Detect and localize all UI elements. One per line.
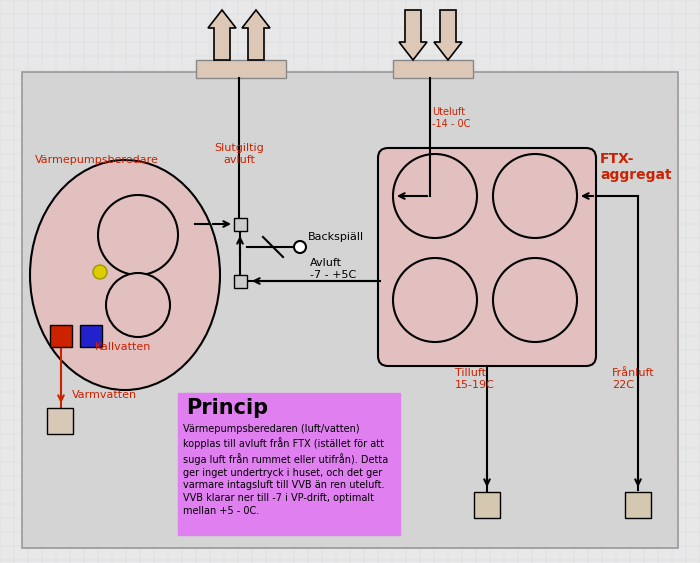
Text: Frånluft
22C: Frånluft 22C [612,368,654,390]
Bar [80,325,102,347]
Circle shape [493,154,577,238]
Bar [234,275,247,288]
Bar [50,325,72,347]
Circle shape [106,273,170,337]
Bar [234,218,247,231]
Circle shape [393,154,477,238]
Text: FTX-
aggregat: FTX- aggregat [600,152,671,182]
Text: Värmepumpsberedaren (luft/vatten)
kopplas till avluft från FTX (istället för att: Värmepumpsberedaren (luft/vatten) koppla… [183,424,389,516]
Polygon shape [399,10,427,60]
Text: Slutgiltig
avluft: Slutgiltig avluft [214,143,264,164]
Polygon shape [242,10,270,60]
Circle shape [493,258,577,342]
Bar [625,492,651,518]
Text: Kallvatten: Kallvatten [95,342,151,352]
Circle shape [93,265,107,279]
Bar [47,408,73,434]
Polygon shape [434,10,462,60]
Circle shape [294,241,306,253]
Bar [474,492,500,518]
Bar [22,72,678,548]
FancyBboxPatch shape [378,148,596,366]
Text: Värmepumpsberedare: Värmepumpsberedare [35,155,159,165]
Bar [178,393,400,535]
Text: Backspiäll: Backspiäll [308,232,364,242]
Text: Varmvatten: Varmvatten [72,390,137,400]
Bar [196,60,286,78]
Text: Tilluft
15-19C: Tilluft 15-19C [455,368,495,390]
Text: Uteluft
-14 - 0C: Uteluft -14 - 0C [432,107,470,128]
Text: Princip: Princip [186,398,268,418]
Circle shape [98,195,178,275]
Text: Avluft
-7 - +5C: Avluft -7 - +5C [310,258,356,280]
Polygon shape [208,10,236,60]
Circle shape [393,258,477,342]
Ellipse shape [30,160,220,390]
Bar [393,60,473,78]
